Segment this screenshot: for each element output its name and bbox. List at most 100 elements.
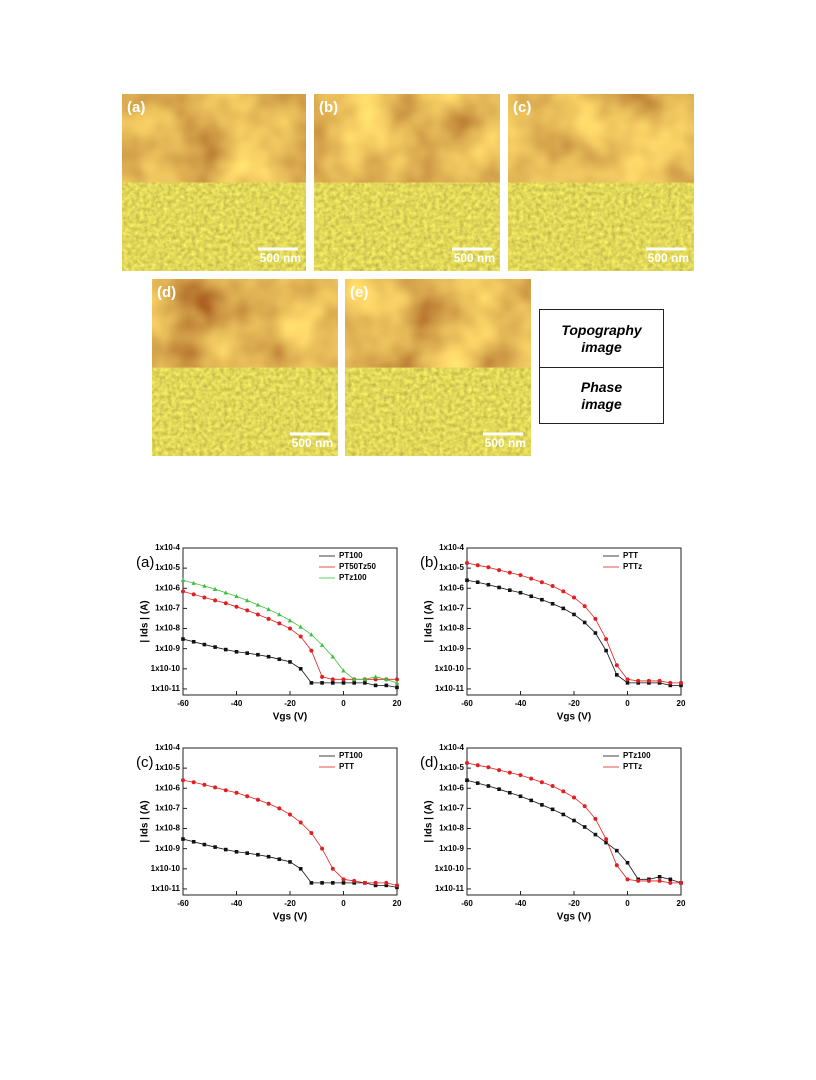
marker [657, 678, 662, 683]
y-tick-label: 1x10-9 [155, 844, 180, 853]
marker [224, 647, 228, 652]
marker [320, 881, 324, 885]
x-tick-label: -20 [284, 899, 296, 908]
marker [309, 681, 314, 685]
marker [465, 760, 469, 765]
y-tick-label: 1x10-4 [439, 743, 464, 752]
marker [234, 604, 239, 609]
marker [384, 683, 389, 688]
marker [191, 580, 196, 585]
marker [202, 782, 207, 787]
marker [245, 651, 249, 655]
marker [636, 678, 641, 683]
y-tick-label: 1x10-6 [155, 583, 180, 592]
y-tick-label: 1x10-7 [439, 604, 464, 613]
marker [341, 677, 346, 682]
legend-topography: Topography image [539, 309, 664, 368]
marker [486, 784, 491, 788]
marker [614, 863, 619, 868]
series-line [466, 762, 681, 884]
marker [636, 878, 641, 883]
marker [352, 681, 356, 685]
marker [518, 794, 523, 799]
x-tick-label: -20 [568, 699, 580, 708]
y-tick-label: 1x10-9 [439, 844, 464, 853]
panel-label: (b) [420, 554, 438, 571]
y-tick-label: 1x10-11 [435, 884, 464, 893]
marker [181, 637, 185, 641]
panel-label: (a) [136, 554, 154, 571]
marker [234, 849, 239, 854]
marker [224, 847, 228, 852]
phase-image [508, 182, 694, 271]
marker [341, 877, 346, 882]
y-tick-label: 1x10-11 [151, 684, 180, 693]
x-tick-label: 20 [393, 899, 402, 908]
series-line [182, 591, 397, 680]
x-axis-label: Vgs (V) [557, 712, 591, 723]
marker [309, 831, 314, 836]
marker [668, 877, 673, 882]
marker [213, 785, 218, 790]
marker [212, 586, 218, 591]
y-tick-label: 1x10-5 [155, 563, 180, 572]
y-tick-label: 1x10-5 [155, 763, 180, 772]
y-tick-label: 1x10-10 [151, 664, 181, 673]
series-line [182, 779, 398, 886]
marker [518, 590, 523, 595]
marker [245, 608, 250, 613]
marker [288, 812, 292, 817]
legend-label: PTz100 [339, 573, 367, 582]
marker [582, 604, 587, 609]
marker [287, 618, 293, 623]
y-tick-label: 1x10-11 [151, 884, 180, 893]
marker [255, 797, 260, 802]
marker [465, 778, 469, 783]
y-tick-label: 1x10-7 [439, 804, 464, 813]
marker [202, 583, 207, 588]
scale-bar-label: 500 nm [292, 436, 333, 450]
scale-bar-label: 500 nm [648, 251, 689, 265]
x-tick-label: -40 [515, 899, 527, 908]
marker [529, 576, 534, 581]
marker [395, 883, 399, 888]
marker [497, 787, 501, 791]
x-tick-label: -20 [568, 899, 580, 908]
marker [180, 577, 186, 583]
x-tick-label: 0 [625, 699, 630, 708]
marker [679, 880, 683, 885]
marker [615, 673, 619, 677]
marker [561, 789, 566, 794]
marker [625, 681, 630, 685]
marker [213, 598, 218, 603]
y-tick-label: 1x10-9 [439, 644, 464, 653]
panel-label: (e) [350, 284, 368, 301]
marker [550, 583, 555, 588]
y-tick-label: 1x10-8 [155, 624, 180, 633]
legend-label: PTT [623, 551, 638, 560]
marker [593, 616, 598, 621]
marker [561, 812, 566, 817]
marker [341, 681, 346, 685]
marker [384, 676, 389, 682]
y-tick-label: 1x10-8 [155, 824, 180, 833]
marker [486, 565, 491, 570]
marker [615, 848, 619, 853]
marker [223, 601, 228, 606]
marker [679, 683, 683, 688]
y-tick-label: 1x10-9 [155, 644, 180, 653]
marker [223, 590, 228, 595]
marker [330, 866, 335, 871]
panel-label: (c) [136, 754, 154, 771]
marker [475, 763, 480, 768]
y-tick-label: 1x10-6 [439, 583, 464, 592]
marker [320, 846, 325, 851]
marker [518, 773, 523, 778]
marker [191, 839, 196, 844]
marker [256, 852, 260, 857]
marker [572, 595, 576, 600]
marker [288, 660, 292, 664]
marker [625, 860, 630, 865]
x-tick-label: 20 [677, 899, 686, 908]
